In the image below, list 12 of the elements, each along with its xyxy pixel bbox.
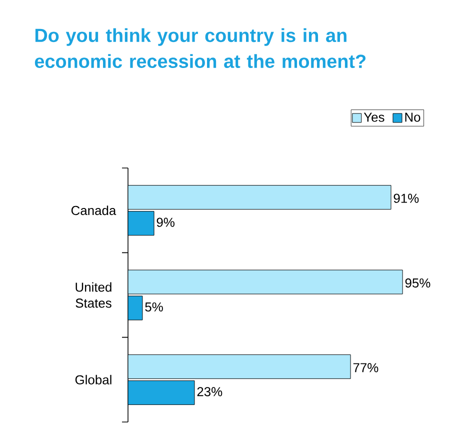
data-label: 95%: [405, 278, 430, 288]
y-tick-label: Global: [75, 374, 112, 384]
data-label: 23%: [197, 387, 222, 396]
chart-title: Do you think your country is in an economic recession at the moment?: [34, 28, 366, 68]
y-tick-label: United States: [76, 282, 112, 308]
data-label: 5%: [145, 302, 163, 312]
legend-label: No: [405, 112, 420, 122]
data-label: 91%: [394, 194, 419, 203]
legend-label: Yes: [364, 112, 384, 122]
data-label: 9%: [156, 218, 174, 227]
y-tick-label: Canada: [71, 206, 116, 216]
data-label: 77%: [353, 363, 378, 372]
